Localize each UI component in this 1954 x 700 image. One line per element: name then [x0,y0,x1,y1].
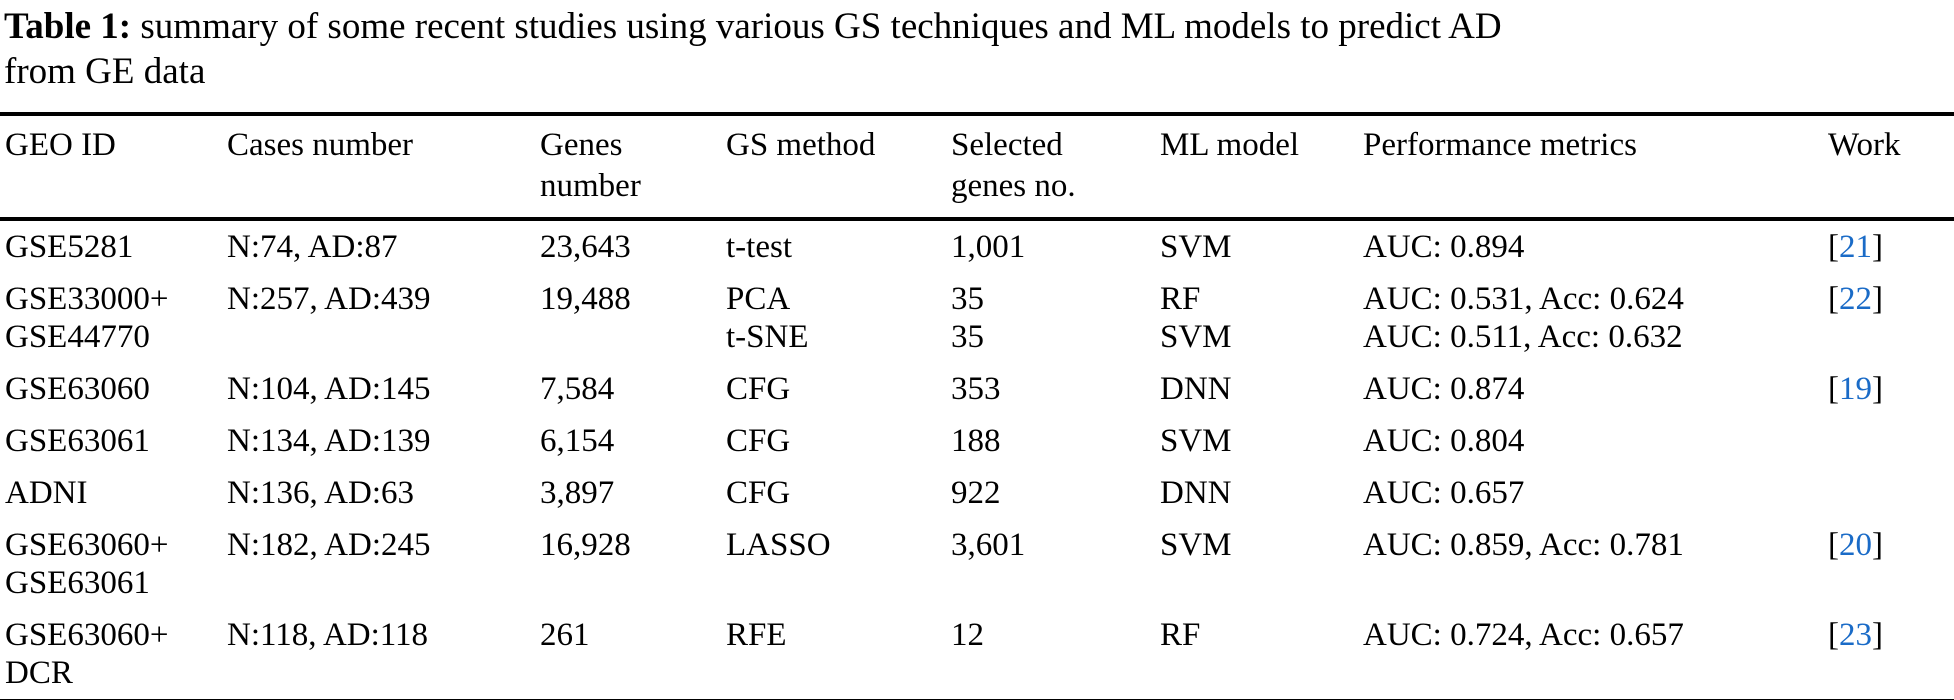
cell-gs-method: CFG [726,423,791,459]
cell-ml-model: SVM [1160,229,1232,265]
cell-cases-number: N:257, AD:439 [227,281,431,317]
cell-genes-number: 6,154 [540,423,615,459]
citation-link[interactable]: 23 [1839,617,1872,653]
cell-work-citation: [21] [1828,219,1954,273]
column-header-performance-metrics: Performance metrics [1363,114,1828,221]
column-header-selected-genes: Selected genes no. [951,114,1160,221]
column-header-ml-model: ML model [1160,114,1363,221]
cell-gs-method: t-test [726,229,792,265]
citation-bracket-open: [ [1828,527,1839,563]
cell-genes-number: 23,643 [540,229,631,265]
cell-selected-genes: 1,001 [951,229,1026,265]
cell-ml-model: DNN [1160,371,1232,407]
cell-cases-number: N:104, AD:145 [227,371,431,407]
cell-performance-metrics: AUC: 0.859, Acc: 0.781 [1363,527,1684,563]
cell-genes-number: 19,488 [540,281,631,317]
cell-work-citation [1828,467,1954,519]
citation-link[interactable]: 21 [1839,229,1872,265]
table-row: GSE63061 N:134, AD:139 6,154 CFG 188 SVM… [0,415,1954,467]
cell-selected-genes: 922 [951,475,1001,511]
cell-gs-method: RFE [726,617,787,653]
cell-performance-metrics: AUC: 0.874 [1363,371,1525,407]
cell-cases-number: N:118, AD:118 [227,617,429,653]
cell-cases-number: N:136, AD:63 [227,475,415,511]
column-header-cases-number: Cases number [227,114,540,221]
citation-link[interactable]: 20 [1839,527,1872,563]
cell-gs-method: PCA t-SNE [726,281,809,355]
citation-bracket-close: ] [1872,229,1883,265]
cell-performance-metrics: AUC: 0.724, Acc: 0.657 [1363,617,1684,653]
cell-geo-id: GSE33000+ GSE44770 [5,281,169,355]
citation-bracket-open: [ [1828,281,1839,317]
citation-bracket-close: ] [1872,281,1883,317]
citation-bracket-close: ] [1872,371,1883,407]
citation-bracket-close: ] [1872,527,1883,563]
column-header-work: Work [1828,114,1954,221]
cell-genes-number: 7,584 [540,371,615,407]
cell-genes-number: 16,928 [540,527,631,563]
cell-ml-model: RF [1160,617,1201,653]
citation-link[interactable]: 19 [1839,371,1872,407]
citation-bracket-open: [ [1828,229,1839,265]
column-header-gs-method: GS method [726,114,951,221]
cell-geo-id: GSE63061 [5,423,150,459]
table-row: GSE63060+ DCR N:118, AD:118 261 RFE 12 R… [0,609,1954,700]
cell-performance-metrics: AUC: 0.804 [1363,423,1525,459]
cell-geo-id: GSE63060+ GSE63061 [5,527,169,601]
cell-geo-id: GSE63060+ DCR [5,617,169,691]
citation-link[interactable]: 22 [1839,281,1872,317]
cell-selected-genes: 3,601 [951,527,1026,563]
column-header-geo-id: GEO ID [0,114,227,221]
cell-selected-genes: 353 [951,371,1001,407]
cell-ml-model: SVM [1160,527,1232,563]
table-row: ADNI N:136, AD:63 3,897 CFG 922 DNN AUC:… [0,467,1954,519]
cell-ml-model: SVM [1160,423,1232,459]
table-caption-text: summary of some recent studies using var… [4,6,1502,92]
table-row: GSE63060 N:104, AD:145 7,584 CFG 353 DNN… [0,363,1954,415]
table-caption-label: Table 1: [4,6,132,47]
table-row: GSE5281 N:74, AD:87 23,643 t-test 1,001 … [0,219,1954,273]
cell-geo-id: GSE63060 [5,371,150,407]
cell-work-citation: [22] [1828,273,1954,363]
studies-summary-table: GEO ID Cases number Genes number GS meth… [0,112,1954,700]
cell-performance-metrics: AUC: 0.657 [1363,475,1525,511]
cell-ml-model: DNN [1160,475,1232,511]
table-row: GSE63060+ GSE63061 N:182, AD:245 16,928 … [0,519,1954,609]
table-caption: Table 1: summary of some recent studies … [4,4,1948,94]
cell-work-citation: [23] [1828,609,1954,700]
table-row: GSE33000+ GSE44770 N:257, AD:439 19,488 … [0,273,1954,363]
cell-geo-id: GSE5281 [5,229,134,265]
cell-work-citation: [19] [1828,363,1954,415]
cell-selected-genes: 188 [951,423,1001,459]
citation-bracket-open: [ [1828,617,1839,653]
cell-ml-model: RF SVM [1160,281,1232,355]
cell-genes-number: 3,897 [540,475,615,511]
cell-cases-number: N:134, AD:139 [227,423,431,459]
cell-selected-genes: 35 35 [951,281,984,355]
cell-gs-method: CFG [726,371,791,407]
cell-performance-metrics: AUC: 0.894 [1363,229,1525,265]
citation-bracket-open: [ [1828,371,1839,407]
cell-genes-number: 261 [540,617,590,653]
cell-gs-method: LASSO [726,527,831,563]
cell-performance-metrics: AUC: 0.531, Acc: 0.624 AUC: 0.511, Acc: … [1363,281,1684,355]
header-row: GEO ID Cases number Genes number GS meth… [0,114,1954,221]
cell-geo-id: ADNI [5,475,88,511]
cell-cases-number: N:182, AD:245 [227,527,431,563]
cell-gs-method: CFG [726,475,791,511]
cell-selected-genes: 12 [951,617,984,653]
column-header-genes-number: Genes number [540,114,726,221]
citation-bracket-close: ] [1872,617,1883,653]
cell-work-citation [1828,415,1954,467]
cell-cases-number: N:74, AD:87 [227,229,398,265]
cell-work-citation: [20] [1828,519,1954,609]
